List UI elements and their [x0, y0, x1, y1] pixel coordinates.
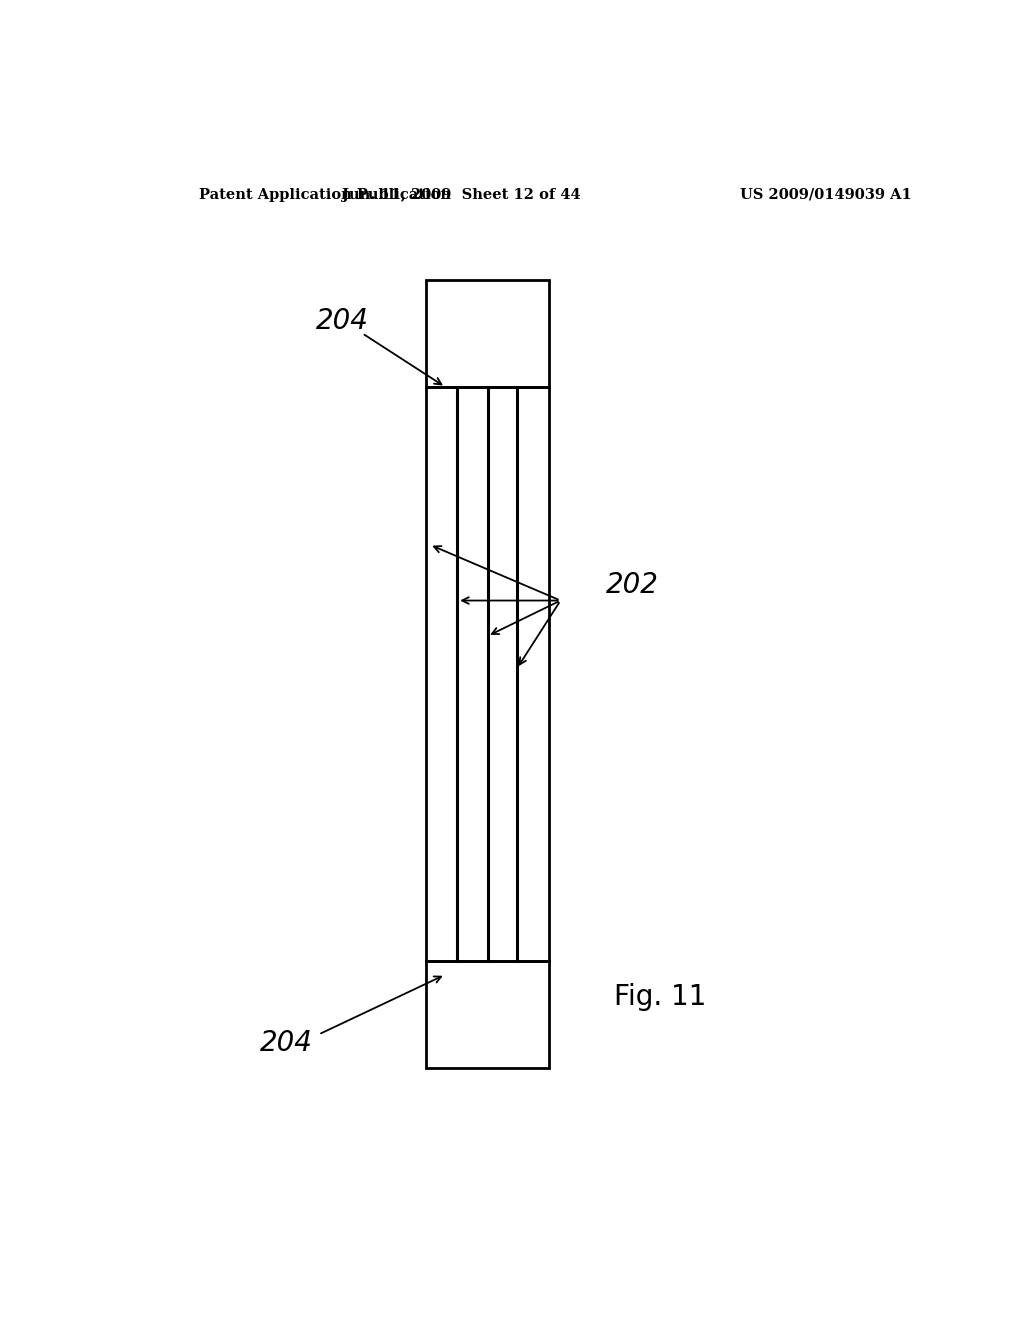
Text: Fig. 11: Fig. 11 — [613, 983, 706, 1011]
Text: Patent Application Publication: Patent Application Publication — [200, 187, 452, 202]
Text: Jun. 11, 2009  Sheet 12 of 44: Jun. 11, 2009 Sheet 12 of 44 — [342, 187, 581, 202]
Bar — [426, 280, 549, 387]
Text: US 2009/0149039 A1: US 2009/0149039 A1 — [740, 187, 912, 202]
Text: 204: 204 — [315, 308, 369, 335]
Text: 202: 202 — [605, 572, 658, 599]
Text: 204: 204 — [260, 1028, 313, 1057]
Bar — [426, 961, 549, 1068]
